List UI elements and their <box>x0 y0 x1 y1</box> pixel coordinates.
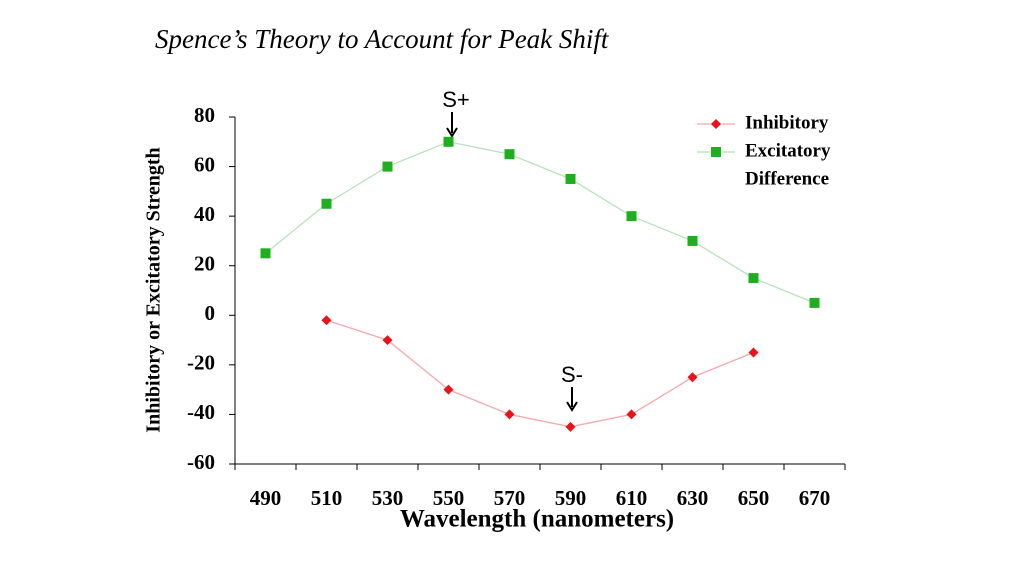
x-tick-label: 490 <box>250 486 282 510</box>
annotation-arrow-head <box>566 401 578 412</box>
point <box>809 297 820 308</box>
point <box>748 273 759 284</box>
point <box>626 409 637 420</box>
series-line <box>265 141 815 304</box>
y-tick-label: 80 <box>194 103 215 127</box>
point <box>687 372 698 383</box>
point <box>504 409 515 420</box>
series-line <box>326 319 754 428</box>
point <box>321 198 332 209</box>
chart-title: Spence’s Theory to Account for Peak Shif… <box>155 24 610 54</box>
point <box>748 347 759 358</box>
point <box>321 315 332 326</box>
x-tick-label: 650 <box>738 486 770 510</box>
x-tick-label: 530 <box>372 486 404 510</box>
y-tick-label: -60 <box>187 450 215 474</box>
legend-label: Excitatory <box>745 140 831 161</box>
x-tick-label: 510 <box>311 486 343 510</box>
y-tick-label: 40 <box>194 202 215 226</box>
x-tick-label: 610 <box>616 486 648 510</box>
point <box>687 235 698 246</box>
x-tick-label: 630 <box>677 486 709 510</box>
point <box>711 119 721 129</box>
point <box>504 149 515 160</box>
y-tick-label: 20 <box>194 252 215 276</box>
x-axis-label: Wavelength (nanometers) <box>400 506 674 533</box>
point <box>382 335 393 346</box>
y-tick-label: 60 <box>194 152 215 176</box>
legend-label: Inhibitory <box>745 112 829 133</box>
y-tick-label: -20 <box>187 351 215 375</box>
y-axis-label: Inhibitory or Excitatory Strength <box>143 147 165 432</box>
point <box>711 147 721 157</box>
y-tick-label: 0 <box>205 301 216 325</box>
x-tick-label: 670 <box>799 486 831 510</box>
point <box>443 136 454 147</box>
annotation-arrow-head <box>446 127 458 138</box>
y-tick-label: -40 <box>187 400 215 424</box>
x-tick-label: 550 <box>433 486 465 510</box>
point <box>443 384 454 395</box>
annotation: S+ <box>442 87 470 112</box>
x-tick-label: 570 <box>494 486 526 510</box>
point <box>565 421 576 432</box>
point <box>382 161 393 172</box>
x-tick-label: 590 <box>555 486 587 510</box>
point <box>260 248 271 259</box>
point <box>626 211 637 222</box>
point <box>565 173 576 184</box>
legend-label: Difference <box>745 168 829 189</box>
annotation: S- <box>561 362 583 387</box>
